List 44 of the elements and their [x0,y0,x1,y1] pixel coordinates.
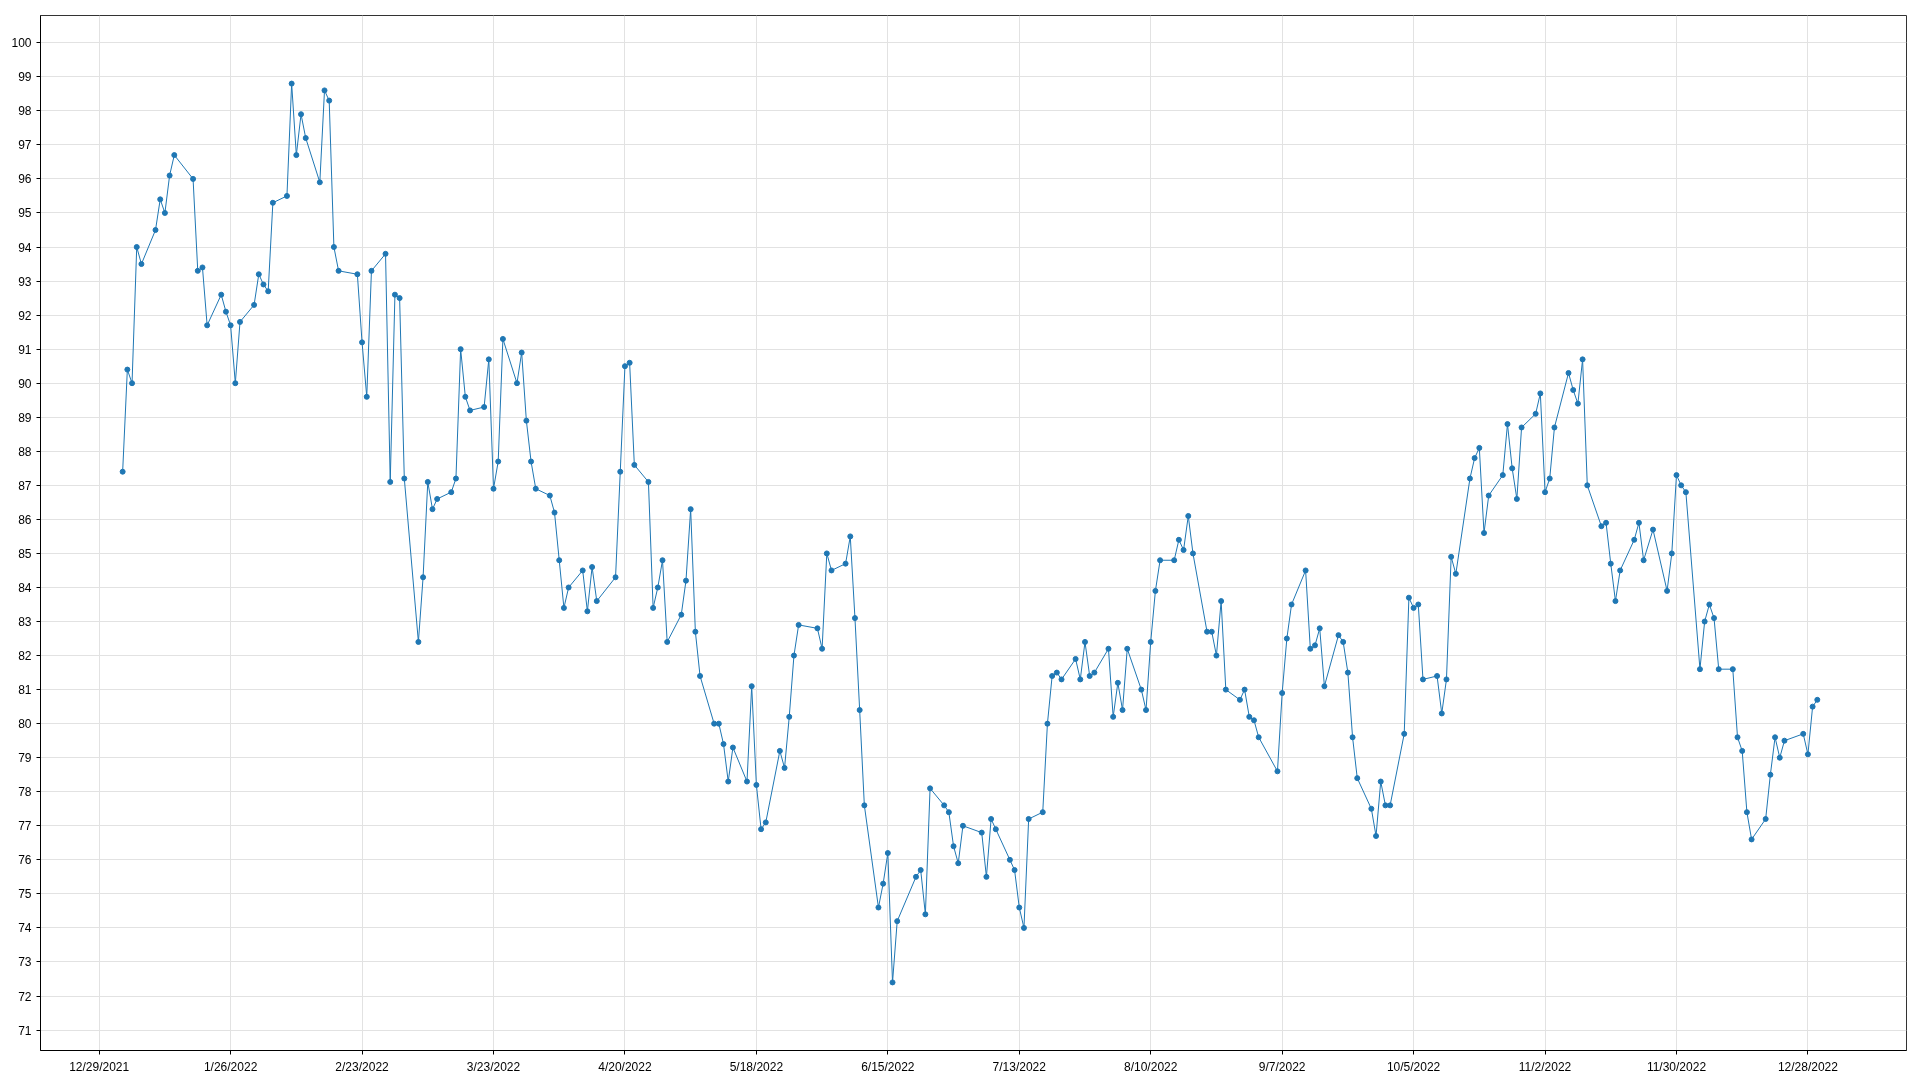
x-tick-label: 8/10/2022 [1124,1059,1178,1074]
x-tick-label: 10/5/2022 [1386,1059,1441,1074]
y-tick-label: 92 [18,308,32,323]
x-tick-label: 9/7/2022 [1258,1059,1306,1074]
x-tick-label: 11/30/2022 [1646,1059,1707,1074]
y-tick-label: 85 [18,546,32,561]
y-tick-label: 80 [18,717,32,732]
x-tick-label: 6/15/2022 [861,1059,915,1074]
x-tick-label: 5/18/2022 [729,1059,784,1074]
y-tick-label: 79 [18,751,32,766]
y-tick-label: 81 [18,683,32,698]
y-tick-label: 97 [18,138,32,153]
y-tick-label: 86 [18,512,32,527]
y-tick-label: 77 [18,819,32,834]
y-tick-label: 82 [18,649,32,664]
y-tick-label: 94 [18,240,32,255]
x-tick-label: 12/28/2022 [1777,1059,1839,1074]
y-tick-label: 100 [11,36,32,51]
y-tick-label: 96 [18,172,32,187]
x-tick-label: 1/26/2022 [203,1059,258,1074]
y-tick-label: 78 [18,785,32,800]
y-tick-label: 99 [18,70,32,85]
y-tick-label: 71 [18,1023,32,1038]
y-tick-label: 84 [18,580,32,595]
y-tick-label: 90 [18,376,32,391]
y-tick-label: 73 [18,955,32,970]
y-tick-label: 75 [18,887,32,902]
y-tick-label: 98 [18,104,32,119]
x-tick-label: 12/29/2021 [69,1059,130,1074]
y-tick-label: 76 [18,853,32,868]
x-tick-label: 4/20/2022 [598,1059,652,1074]
x-tick-label: 11/2/2022 [1518,1059,1572,1074]
y-tick-label: 74 [18,921,32,936]
x-tick-label: 2/23/2022 [335,1059,390,1074]
y-tick-label: 93 [18,274,32,289]
y-tick-label: 72 [18,989,32,1004]
y-tick-label: 88 [18,444,32,459]
x-tick-label: 7/13/2022 [992,1059,1047,1074]
y-tick-label: 89 [18,410,32,425]
y-tick-label: 83 [18,615,32,630]
x-tick-label: 3/23/2022 [466,1059,521,1074]
y-tick-label: 87 [18,478,32,493]
y-tick-label: 95 [18,206,32,221]
y-tick-label: 91 [18,342,32,357]
